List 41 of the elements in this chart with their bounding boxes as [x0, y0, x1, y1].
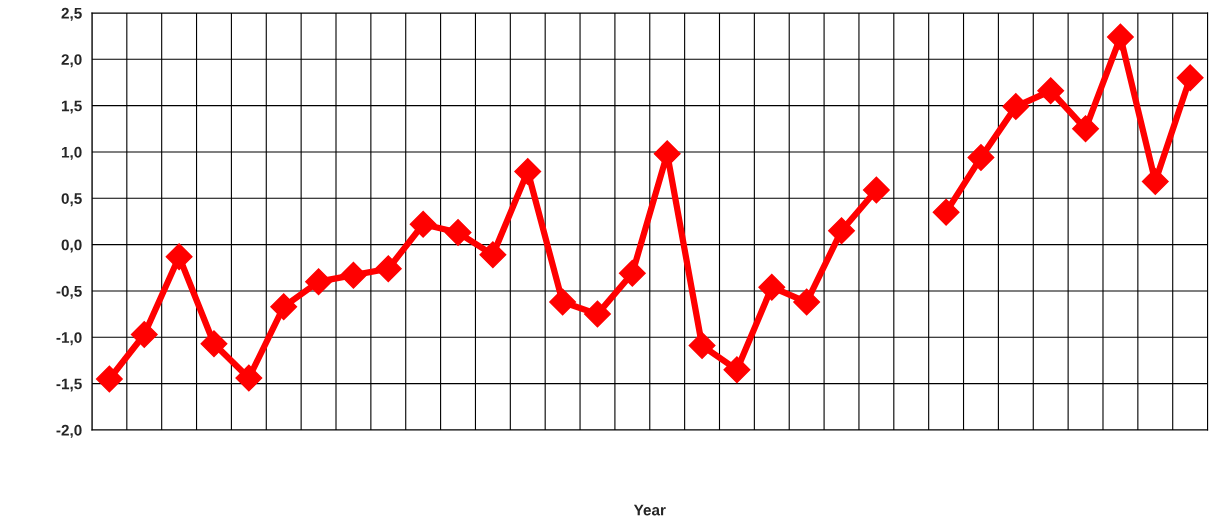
- y-tick-label: -2,0: [56, 424, 82, 438]
- point: [549, 288, 577, 316]
- y-tick-label: 1,5: [61, 100, 82, 114]
- point: [130, 321, 158, 348]
- point: [1176, 64, 1204, 92]
- point: [1141, 168, 1169, 196]
- point: [932, 198, 960, 226]
- point: [584, 300, 611, 328]
- y-tick-label: -1,5: [56, 378, 82, 392]
- point: [793, 288, 821, 316]
- point: [305, 268, 333, 296]
- point: [165, 243, 193, 271]
- point: [479, 241, 507, 269]
- y-tick-label: 2,0: [61, 54, 82, 68]
- y-tick-label: 2,5: [61, 7, 82, 21]
- point: [1002, 93, 1030, 121]
- point: [514, 157, 542, 185]
- point: [270, 293, 298, 321]
- point: [758, 273, 786, 301]
- point: [200, 330, 228, 358]
- x-axis-title: Year: [633, 504, 666, 516]
- point: [828, 217, 855, 245]
- point: [618, 259, 646, 287]
- y-tick-label: 1,0: [61, 146, 82, 160]
- point: [444, 219, 472, 247]
- point: [95, 365, 123, 393]
- point: [339, 261, 367, 289]
- point: [967, 144, 995, 171]
- point: [1072, 115, 1100, 143]
- y-tick-label: -1,0: [56, 332, 82, 346]
- y-tick-label: -0,5: [56, 285, 82, 299]
- point: [862, 176, 890, 204]
- y-tick-label: 0,5: [61, 193, 82, 207]
- point: [1106, 23, 1134, 51]
- point: [1037, 77, 1065, 105]
- point: [688, 332, 716, 360]
- y-tick-label: 0,0: [61, 239, 82, 253]
- point: [374, 255, 402, 283]
- point: [409, 210, 437, 238]
- point: [235, 364, 263, 392]
- point: [723, 356, 751, 384]
